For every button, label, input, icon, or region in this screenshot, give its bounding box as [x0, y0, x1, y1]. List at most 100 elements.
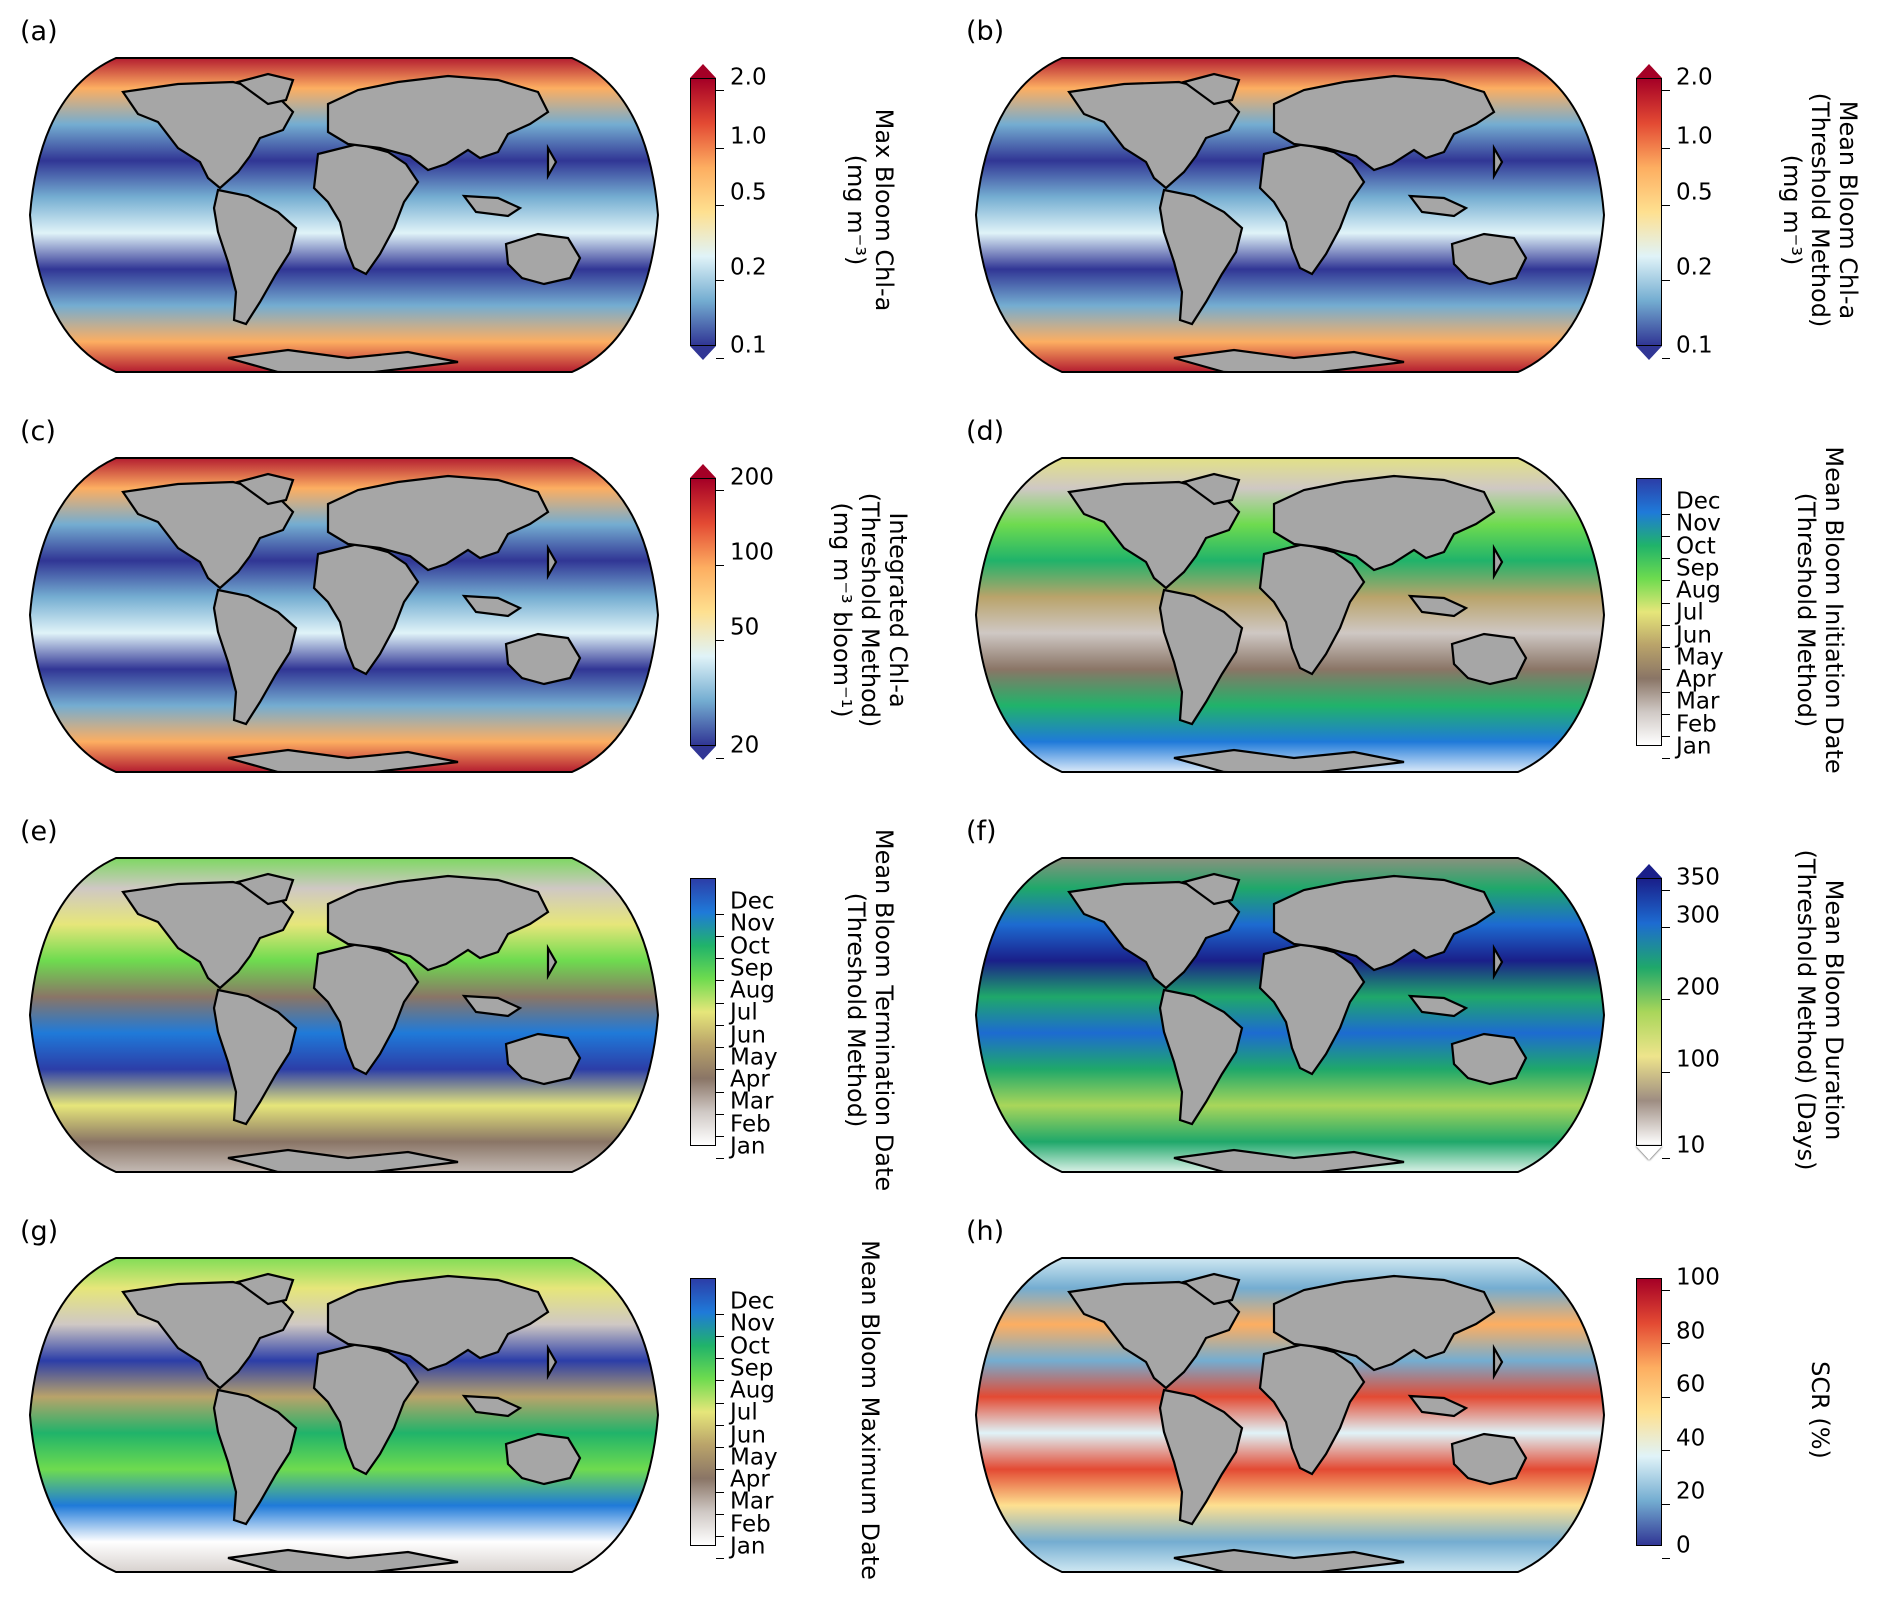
landmass	[1173, 348, 1405, 372]
map-container	[974, 852, 1606, 1178]
landmass	[1181, 72, 1241, 106]
landmass	[504, 632, 582, 686]
colorbar-tick-label: 2.0	[716, 66, 767, 101]
colorbar-title-line: Mean Bloom Duration	[1820, 879, 1848, 1141]
colorbar-ticks: Dec Nov Oct Sep Aug Jul Jun May Apr Mar Feb Jan	[716, 878, 836, 1160]
landmass	[1492, 943, 1504, 981]
landmass	[1258, 142, 1366, 276]
map-container	[974, 1252, 1606, 1578]
landmass	[227, 348, 459, 372]
landmass	[546, 543, 558, 581]
colorbar-tick-label: Nov	[716, 1312, 775, 1347]
panel-h: (h) 100 80 60 40 20 0 SCR (%)	[946, 1200, 1892, 1600]
landmass	[1272, 474, 1496, 572]
landmass	[504, 232, 582, 286]
map-frame	[28, 57, 660, 373]
landmass	[326, 1274, 550, 1372]
colorbar-title-line: Mean Bloom Initiation Date	[1820, 446, 1848, 774]
colorbar	[1636, 78, 1662, 346]
colorbar-ticks: 200 100 50 20	[716, 466, 836, 759]
colorbar-tick-label: Dec	[716, 1290, 775, 1325]
landmass	[461, 594, 523, 618]
panel-label: (b)	[966, 16, 1005, 47]
panel-d: (d) Dec Nov Oct Sep Aug Jul Jun May Apr Mar Feb Jan M…	[946, 400, 1892, 800]
colorbar-extend-min	[690, 746, 716, 760]
landmass	[1173, 748, 1405, 772]
colorbar-tick-label: Apr	[716, 1068, 770, 1103]
landmass	[1258, 942, 1366, 1076]
colorbar	[690, 78, 716, 346]
landmass	[212, 588, 298, 726]
landmass	[1492, 143, 1504, 181]
landmass	[1407, 994, 1469, 1018]
map-container	[974, 52, 1606, 378]
colorbar-tick-label: Apr	[1662, 668, 1716, 703]
colorbar-tick-label: 0.5	[1662, 181, 1713, 216]
colorbar-tick-label: Mar	[716, 1490, 773, 1525]
landmass	[212, 188, 298, 326]
landmass	[326, 474, 550, 572]
colorbar-tick-label: Sep	[716, 1357, 773, 1392]
colorbar-tick-label: Jul	[716, 1401, 758, 1436]
landmass	[1407, 1394, 1469, 1418]
colorbar-title-line: (Threshold Method)	[1806, 92, 1834, 328]
colorbar-tick-label: Nov	[716, 912, 775, 947]
landmass	[1158, 188, 1244, 326]
colorbar-tick-label: May	[716, 1046, 778, 1081]
colorbar-tick-label: 300	[1662, 904, 1720, 939]
landmass	[1407, 194, 1469, 218]
colorbar-extend-min	[1636, 346, 1662, 360]
map-a	[28, 57, 660, 373]
landmass	[235, 472, 295, 506]
colorbar-title-line: (Threshold Method) (Days)	[1792, 849, 1820, 1171]
landmass	[1173, 1148, 1405, 1172]
landmass	[1492, 543, 1504, 581]
landmass	[312, 942, 420, 1076]
colorbar-tick-label: Jun	[716, 1424, 766, 1459]
colorbar-title-line: (mg m⁻³ bloom⁻¹)	[828, 502, 856, 718]
colorbar-tick-label: Jun	[716, 1024, 766, 1059]
colorbar-ticks: 2.0 1.0 0.5 0.2 0.1	[1662, 66, 1782, 359]
landmass	[312, 1342, 420, 1476]
colorbar	[1636, 1278, 1662, 1546]
landmass	[461, 994, 523, 1018]
colorbar-tick-label: 200	[1662, 976, 1720, 1011]
colorbar	[1636, 478, 1662, 746]
panel-a: (a) 2.0 1.0 0.5 0.2 0.1 Max Bloom Chl-a (mg m⁻³…	[0, 0, 946, 400]
colorbar-extend-min	[1636, 1146, 1662, 1160]
colorbar-tick-label: 0.1	[716, 334, 767, 369]
landmass	[1492, 1343, 1504, 1381]
landmass	[546, 943, 558, 981]
colorbar-title-line: (Threshold Method)	[856, 492, 884, 728]
colorbar-title: Mean Bloom Initiation Date (Threshold Met…	[1792, 446, 1848, 773]
colorbar-title-line: (mg m⁻³)	[842, 154, 870, 266]
colorbar-title-line: Max Bloom Chl-a	[870, 108, 898, 312]
colorbar-tick-label: 0.5	[716, 181, 767, 216]
panel-label: (c)	[20, 416, 56, 447]
colorbar-tick-label: Jul	[716, 1001, 758, 1036]
colorbar-title-line: (mg m⁻³)	[1778, 154, 1806, 266]
landmass	[326, 74, 550, 172]
panel-label: (a)	[20, 16, 58, 47]
colorbar-tick-label: 1.0	[1662, 125, 1713, 160]
colorbar-tick-label: Dec	[1662, 490, 1721, 525]
colorbar	[690, 478, 716, 746]
landmass	[504, 1032, 582, 1086]
colorbar-tick-label: 80	[1662, 1320, 1705, 1355]
landmass	[1450, 232, 1528, 286]
colorbar-tick-label: Jan	[716, 1535, 765, 1570]
colorbar-tick-label: Nov	[1662, 512, 1721, 547]
colorbar-tick-label: 20	[716, 734, 759, 769]
colorbar-tick-label: Oct	[716, 1335, 770, 1370]
colorbar-extend-min	[690, 346, 716, 360]
colorbar-ticks: 100 80 60 40 20 0	[1662, 1266, 1782, 1559]
map-b	[974, 57, 1606, 373]
colorbar-title-line: Mean Bloom Chl-a	[1834, 100, 1862, 320]
colorbar-title: SCR (%)	[1806, 1361, 1834, 1459]
map-c	[28, 457, 660, 773]
colorbar-tick-label: Feb	[1662, 713, 1717, 748]
landmass	[235, 72, 295, 106]
landmass	[546, 1343, 558, 1381]
map-e	[28, 857, 660, 1173]
colorbar-title: Mean Bloom Maximum Date	[856, 1240, 884, 1580]
